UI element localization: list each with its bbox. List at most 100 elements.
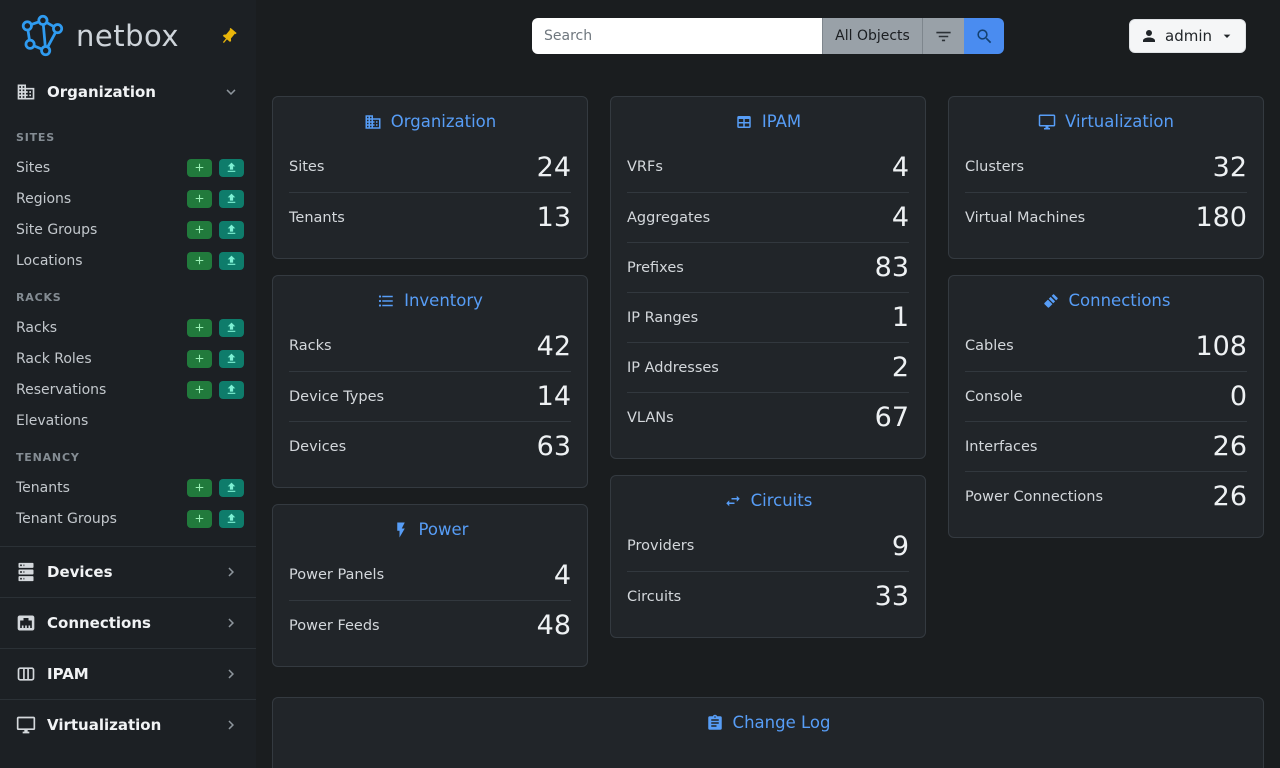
object-type-dropdown[interactable]: All Objects xyxy=(822,18,922,54)
import-button[interactable] xyxy=(219,251,244,270)
stat-value[interactable]: 9 xyxy=(891,530,909,562)
stat-value[interactable]: 24 xyxy=(536,151,571,183)
filter-button[interactable] xyxy=(922,18,964,54)
import-button[interactable] xyxy=(219,509,244,528)
stat-value[interactable]: 33 xyxy=(874,581,909,612)
search-button[interactable] xyxy=(964,18,1004,54)
sidebar-group-devices[interactable]: Devices xyxy=(0,546,256,597)
stat-label[interactable]: IP Ranges xyxy=(627,309,699,326)
sidebar-group-virtualization[interactable]: Virtualization xyxy=(0,699,256,750)
add-button[interactable] xyxy=(187,189,212,208)
user-menu-button[interactable]: admin xyxy=(1129,19,1246,53)
stat-label[interactable]: Power Connections xyxy=(965,488,1104,505)
stat-label[interactable]: Power Feeds xyxy=(289,617,380,634)
sidebar-item-label[interactable]: Site Groups xyxy=(16,221,98,238)
sidebar-item-label[interactable]: Rack Roles xyxy=(16,350,92,367)
add-button[interactable] xyxy=(187,158,212,177)
stat-value[interactable]: 180 xyxy=(1195,202,1247,233)
stat-value[interactable]: 42 xyxy=(536,330,571,362)
stat-label[interactable]: VLANs xyxy=(627,409,674,426)
card-title[interactable]: Connections xyxy=(1068,291,1171,310)
sidebar-item-label[interactable]: Elevations xyxy=(16,412,89,429)
stat-value[interactable]: 48 xyxy=(536,610,571,641)
stat-label[interactable]: Devices xyxy=(289,438,347,455)
stat-value[interactable]: 83 xyxy=(874,252,909,283)
stat-label[interactable]: Console xyxy=(965,388,1023,405)
stat-value[interactable]: 32 xyxy=(1212,151,1247,183)
card-title[interactable]: Inventory xyxy=(404,291,483,310)
sidebar-group-connections[interactable]: Connections xyxy=(0,597,256,648)
sidebar-group-ipam[interactable]: IPAM xyxy=(0,648,256,699)
stat-label[interactable]: VRFs xyxy=(627,159,663,175)
sidebar-item-reservations[interactable]: Reservations xyxy=(0,374,256,405)
stat-label[interactable]: Circuits xyxy=(627,588,682,605)
sidebar-item-label[interactable]: Tenant Groups xyxy=(16,510,117,527)
stat-value[interactable]: 63 xyxy=(536,431,571,462)
card-title[interactable]: Virtualization xyxy=(1065,112,1174,131)
sidebar-item-locations[interactable]: Locations xyxy=(0,245,256,276)
stat-label[interactable]: Sites xyxy=(289,159,325,175)
stat-label[interactable]: Aggregates xyxy=(627,209,711,226)
stat-label[interactable]: Clusters xyxy=(965,159,1025,175)
stat-label[interactable]: Device Types xyxy=(289,388,385,405)
sidebar-item-racks[interactable]: Racks xyxy=(0,312,256,343)
search-input[interactable] xyxy=(532,18,822,54)
stat-label[interactable]: Virtual Machines xyxy=(965,209,1086,226)
stat-label[interactable]: Racks xyxy=(289,338,332,354)
card-title[interactable]: Circuits xyxy=(750,491,813,510)
sidebar-item-label[interactable]: Locations xyxy=(16,252,83,269)
import-button[interactable] xyxy=(219,380,244,399)
stat-label[interactable]: Prefixes xyxy=(627,259,684,276)
sidebar-item-rack-roles[interactable]: Rack Roles xyxy=(0,343,256,374)
stat-label[interactable]: IP Addresses xyxy=(627,359,719,376)
stat-label[interactable]: Cables xyxy=(965,338,1014,354)
sidebar-item-tenants[interactable]: Tenants xyxy=(0,472,256,503)
add-button[interactable] xyxy=(187,251,212,270)
sidebar-item-label[interactable]: Sites xyxy=(16,159,51,176)
changelog-title[interactable]: Change Log xyxy=(732,713,831,732)
stat-value[interactable]: 1 xyxy=(891,302,909,333)
add-button[interactable] xyxy=(187,509,212,528)
sidebar-item-label[interactable]: Reservations xyxy=(16,381,107,398)
sidebar-item-site-groups[interactable]: Site Groups xyxy=(0,214,256,245)
stat-label[interactable]: Power Panels xyxy=(289,567,385,583)
add-button[interactable] xyxy=(187,349,212,368)
stat-label[interactable]: Tenants xyxy=(289,209,345,226)
stat-value[interactable]: 13 xyxy=(536,202,571,233)
sidebar-group-organization-header[interactable]: Organization xyxy=(0,68,256,116)
stat-value[interactable]: 108 xyxy=(1195,330,1247,362)
stat-value[interactable]: 14 xyxy=(536,381,571,412)
sidebar-item-label[interactable]: Racks xyxy=(16,319,58,336)
pin-sidebar-icon[interactable] xyxy=(215,23,242,50)
stat-value[interactable]: 26 xyxy=(1212,431,1247,462)
netbox-logo-link[interactable]: netbox xyxy=(16,14,179,58)
card-title[interactable]: Organization xyxy=(390,112,497,131)
add-button[interactable] xyxy=(187,220,212,239)
stat-label[interactable]: Providers xyxy=(627,538,695,554)
add-button[interactable] xyxy=(187,318,212,337)
stat-label[interactable]: Interfaces xyxy=(965,438,1038,455)
stat-value[interactable]: 67 xyxy=(874,402,909,433)
stat-value[interactable]: 4 xyxy=(891,151,909,183)
stat-value[interactable]: 4 xyxy=(553,559,571,591)
import-button[interactable] xyxy=(219,189,244,208)
card-title[interactable]: IPAM xyxy=(761,112,802,131)
import-button[interactable] xyxy=(219,318,244,337)
stat-value[interactable]: 2 xyxy=(891,352,909,383)
stat-value[interactable]: 4 xyxy=(891,202,909,233)
sidebar-item-elevations[interactable]: Elevations xyxy=(0,405,256,436)
stat-value[interactable]: 0 xyxy=(1229,381,1247,412)
sidebar-item-label[interactable]: Tenants xyxy=(16,479,70,496)
import-button[interactable] xyxy=(219,478,244,497)
import-button[interactable] xyxy=(219,349,244,368)
add-button[interactable] xyxy=(187,478,212,497)
sidebar-item-regions[interactable]: Regions xyxy=(0,183,256,214)
import-button[interactable] xyxy=(219,220,244,239)
stat-value[interactable]: 26 xyxy=(1212,481,1247,512)
add-button[interactable] xyxy=(187,380,212,399)
sidebar-item-label[interactable]: Regions xyxy=(16,190,72,207)
card-title[interactable]: Power xyxy=(418,520,469,539)
sidebar-item-tenant-groups[interactable]: Tenant Groups xyxy=(0,503,256,534)
import-button[interactable] xyxy=(219,158,244,177)
sidebar-item-sites[interactable]: Sites xyxy=(0,152,256,183)
